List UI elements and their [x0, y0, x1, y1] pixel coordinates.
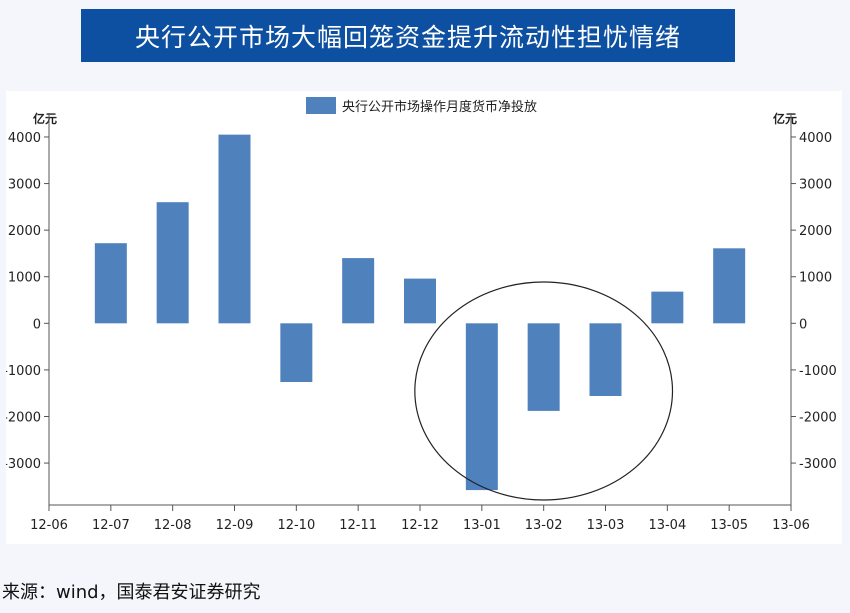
x-tick-label: 13-04 — [648, 518, 686, 533]
x-tick-label: 12-10 — [277, 518, 315, 533]
x-tick-label: 12-12 — [401, 518, 439, 533]
right-axis-unit: 亿元 — [773, 111, 797, 126]
right-y-tick-label: 3000 — [799, 178, 832, 193]
bar-13-03 — [589, 323, 622, 396]
bar-12-10 — [280, 323, 313, 383]
left-y-tick-label: 0 — [33, 317, 41, 332]
bar-12-12 — [404, 278, 436, 324]
left-y-tick-label: 2000 — [8, 224, 41, 239]
right-y-tick-label: 0 — [799, 317, 807, 332]
right-y-tick-label: -1000 — [799, 364, 837, 379]
source-note: 来源：wind，国泰君安证券研究 — [2, 582, 261, 603]
x-tick-label: 12-08 — [154, 518, 192, 533]
left-y-tick-label: 1000 — [8, 271, 41, 286]
x-tick-label: 13-01 — [463, 518, 501, 533]
bar-13-02 — [527, 323, 560, 411]
axes: -3000 -3000 -2000 -2000 -1000 -1000 0 0 1000 1000… — [6, 113, 837, 533]
x-tick-label: 12-09 — [216, 518, 254, 533]
x-tick-label: 12-06 — [30, 518, 68, 533]
bar-12-09 — [218, 134, 251, 324]
bar-12-07 — [94, 243, 127, 324]
left-y-tick-label: -1000 — [6, 364, 41, 379]
bars — [94, 134, 746, 491]
left-y-tick-label: -2000 — [6, 410, 41, 425]
chart-panel: 央行公开市场操作月度货币净投放 亿元 亿元 -3000 -3000 -2000 -20… — [6, 91, 842, 544]
left-axis-unit: 亿元 — [33, 111, 57, 126]
legend-label: 央行公开市场操作月度货币净投放 — [342, 99, 537, 115]
bar-13-05 — [713, 248, 746, 324]
right-y-tick-label: 1000 — [799, 271, 832, 286]
left-y-tick-label: -3000 — [6, 457, 41, 472]
bar-13-01 — [465, 323, 498, 491]
highlight-ellipse — [414, 281, 674, 501]
x-tick-label: 12-07 — [92, 518, 130, 533]
legend: 央行公开市场操作月度货币净投放 — [306, 97, 537, 115]
legend-swatch — [306, 97, 336, 114]
bar-12-08 — [156, 202, 189, 324]
x-tick-label: 13-05 — [710, 518, 748, 533]
chart-title: 央行公开市场大幅回笼资金提升流动性担忧情绪 — [134, 22, 681, 52]
left-y-tick-label: 4000 — [8, 131, 41, 146]
bar-13-04 — [651, 291, 684, 324]
right-y-tick-label: 4000 — [799, 131, 832, 146]
right-y-tick-label: -2000 — [799, 410, 837, 425]
x-tick-label: 13-06 — [772, 518, 810, 533]
x-tick-label: 13-03 — [587, 518, 625, 533]
annotation-layer — [414, 281, 674, 501]
bar-12-11 — [342, 258, 375, 324]
right-y-tick-label: -3000 — [799, 457, 837, 472]
right-y-tick-label: 2000 — [799, 224, 832, 239]
x-tick-label: 12-11 — [339, 518, 377, 533]
x-tick-label: 13-02 — [525, 518, 563, 533]
chart-title-banner: 央行公开市场大幅回笼资金提升流动性担忧情绪 — [81, 9, 735, 62]
bar-chart: 央行公开市场操作月度货币净投放 亿元 亿元 -3000 -3000 -2000 -20… — [6, 97, 837, 533]
left-y-tick-label: 3000 — [8, 178, 41, 193]
